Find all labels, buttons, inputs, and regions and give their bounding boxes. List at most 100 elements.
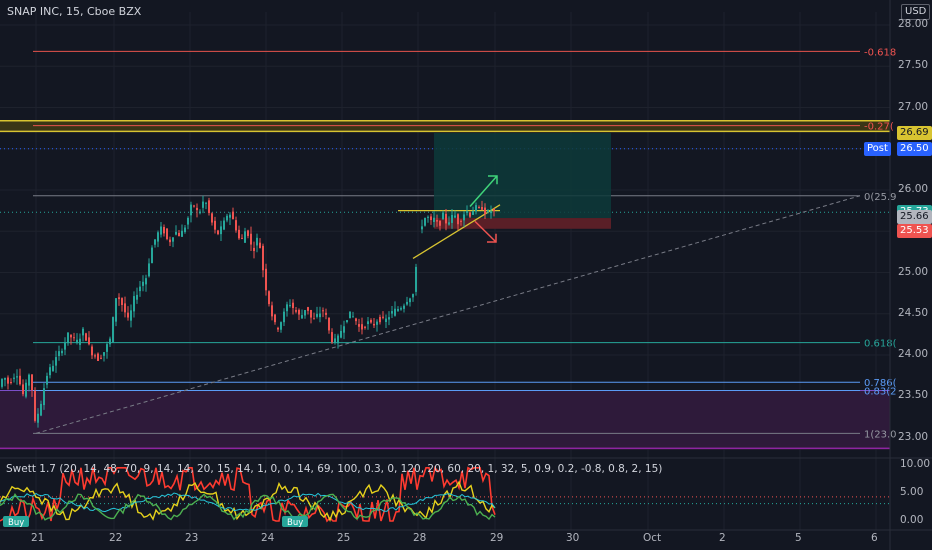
- candle-body: [301, 315, 303, 319]
- candle-body: [451, 215, 453, 223]
- candle-body: [250, 233, 252, 245]
- candle-body: [142, 281, 144, 286]
- candle-body: [226, 215, 228, 221]
- candle-body: [199, 211, 201, 214]
- candle-body: [367, 321, 369, 325]
- candle-body: [463, 214, 465, 221]
- candle-body: [31, 374, 33, 391]
- candle-body: [175, 231, 177, 235]
- candle-body: [310, 310, 312, 318]
- candle-body: [346, 320, 348, 323]
- candle-body: [256, 237, 258, 246]
- candle-body: [400, 308, 402, 310]
- candle-body: [169, 239, 171, 243]
- fib-label: -0.618: [864, 47, 896, 58]
- candle-body: [154, 239, 156, 245]
- time-axis-tick: 6: [871, 532, 878, 544]
- candle-body: [448, 222, 450, 225]
- candle-body: [28, 374, 30, 386]
- candle-body: [361, 324, 363, 330]
- candle-body: [487, 210, 489, 213]
- candle-body: [232, 211, 234, 220]
- candle-body: [220, 226, 222, 235]
- time-axis-tick: Oct: [643, 532, 662, 544]
- candle-body: [322, 310, 324, 312]
- price-tag[interactable]: 25.66: [897, 210, 932, 225]
- down-arrow: [474, 220, 497, 243]
- candle-body: [13, 377, 15, 379]
- indicator-title: Swett 1.7 (20, 14, 48, 70, 9, 14, 14, 20…: [6, 463, 663, 475]
- candle-body: [178, 232, 180, 237]
- candle-body: [271, 305, 273, 317]
- trendline: [35, 195, 861, 434]
- long-stop-zone: [434, 218, 611, 229]
- fib-label: 0.786(: [864, 378, 897, 389]
- candle-body: [76, 339, 78, 343]
- indicator-cyan-line: [0, 492, 496, 513]
- candle-body: [148, 263, 150, 277]
- candle-body: [289, 305, 291, 307]
- long-target-zone: [434, 133, 611, 219]
- candle-body: [328, 317, 330, 331]
- candle-body: [52, 365, 54, 371]
- candle-body: [139, 286, 141, 292]
- candle-body: [439, 220, 441, 226]
- candle-body: [130, 310, 132, 321]
- currency-badge[interactable]: USD: [901, 4, 931, 20]
- candle-body: [49, 367, 51, 376]
- candle-body: [343, 326, 345, 333]
- candle-body: [427, 216, 429, 218]
- candle-body: [292, 302, 294, 309]
- indicator-red-line: [0, 465, 496, 524]
- candle-body: [376, 321, 378, 325]
- fib-label: 0(25.9: [864, 192, 897, 203]
- price-tag[interactable]: 25.53: [897, 223, 932, 238]
- candle-body: [280, 322, 282, 330]
- price-axis-tick: 23.50: [898, 389, 929, 402]
- indicator-green-line: [0, 493, 496, 521]
- candle-body: [208, 200, 210, 213]
- candle-body: [436, 220, 438, 222]
- fib-label: -0.27(: [864, 122, 894, 133]
- price-tag[interactable]: 26.50: [897, 141, 932, 156]
- candle-body: [82, 328, 84, 336]
- candle-body: [457, 214, 459, 225]
- candle-body: [22, 384, 24, 395]
- time-axis-tick: 29: [490, 532, 504, 544]
- candle-body: [379, 316, 381, 323]
- candle-body: [349, 311, 351, 319]
- candle-body: [259, 242, 261, 248]
- post-market-tag[interactable]: Post: [864, 141, 891, 156]
- candle-body: [229, 214, 231, 218]
- candle-body: [466, 211, 468, 213]
- candle-body: [43, 388, 45, 406]
- candle-body: [10, 382, 12, 384]
- candle-body: [211, 213, 213, 223]
- candle-body: [157, 232, 159, 242]
- candle-body: [319, 313, 321, 318]
- candle-body: [460, 220, 462, 222]
- candle-body: [118, 297, 120, 300]
- price-tag[interactable]: 26.69: [897, 126, 932, 141]
- candle-body: [382, 316, 384, 318]
- time-axis-tick: 30: [566, 532, 580, 544]
- candle-body: [181, 230, 183, 237]
- candle-body: [358, 324, 360, 327]
- candle-body: [253, 247, 255, 252]
- candle-body: [109, 338, 111, 345]
- candle-body: [61, 350, 63, 354]
- time-axis-tick: 5: [795, 532, 802, 544]
- symbol-title: SNAP INC, 15, Cboe BZX: [7, 5, 142, 18]
- candle-body: [298, 309, 300, 315]
- candle-body: [430, 216, 432, 221]
- candle-body: [124, 303, 126, 313]
- candle-body: [97, 353, 99, 362]
- candle-body: [445, 213, 447, 224]
- candle-body: [88, 337, 90, 345]
- indicator-axis-tick: 10.00: [900, 458, 931, 470]
- candle-body: [187, 217, 189, 225]
- candle-body: [1, 378, 3, 387]
- fib-label: 0.83(2: [864, 386, 897, 397]
- candle-body: [184, 227, 186, 233]
